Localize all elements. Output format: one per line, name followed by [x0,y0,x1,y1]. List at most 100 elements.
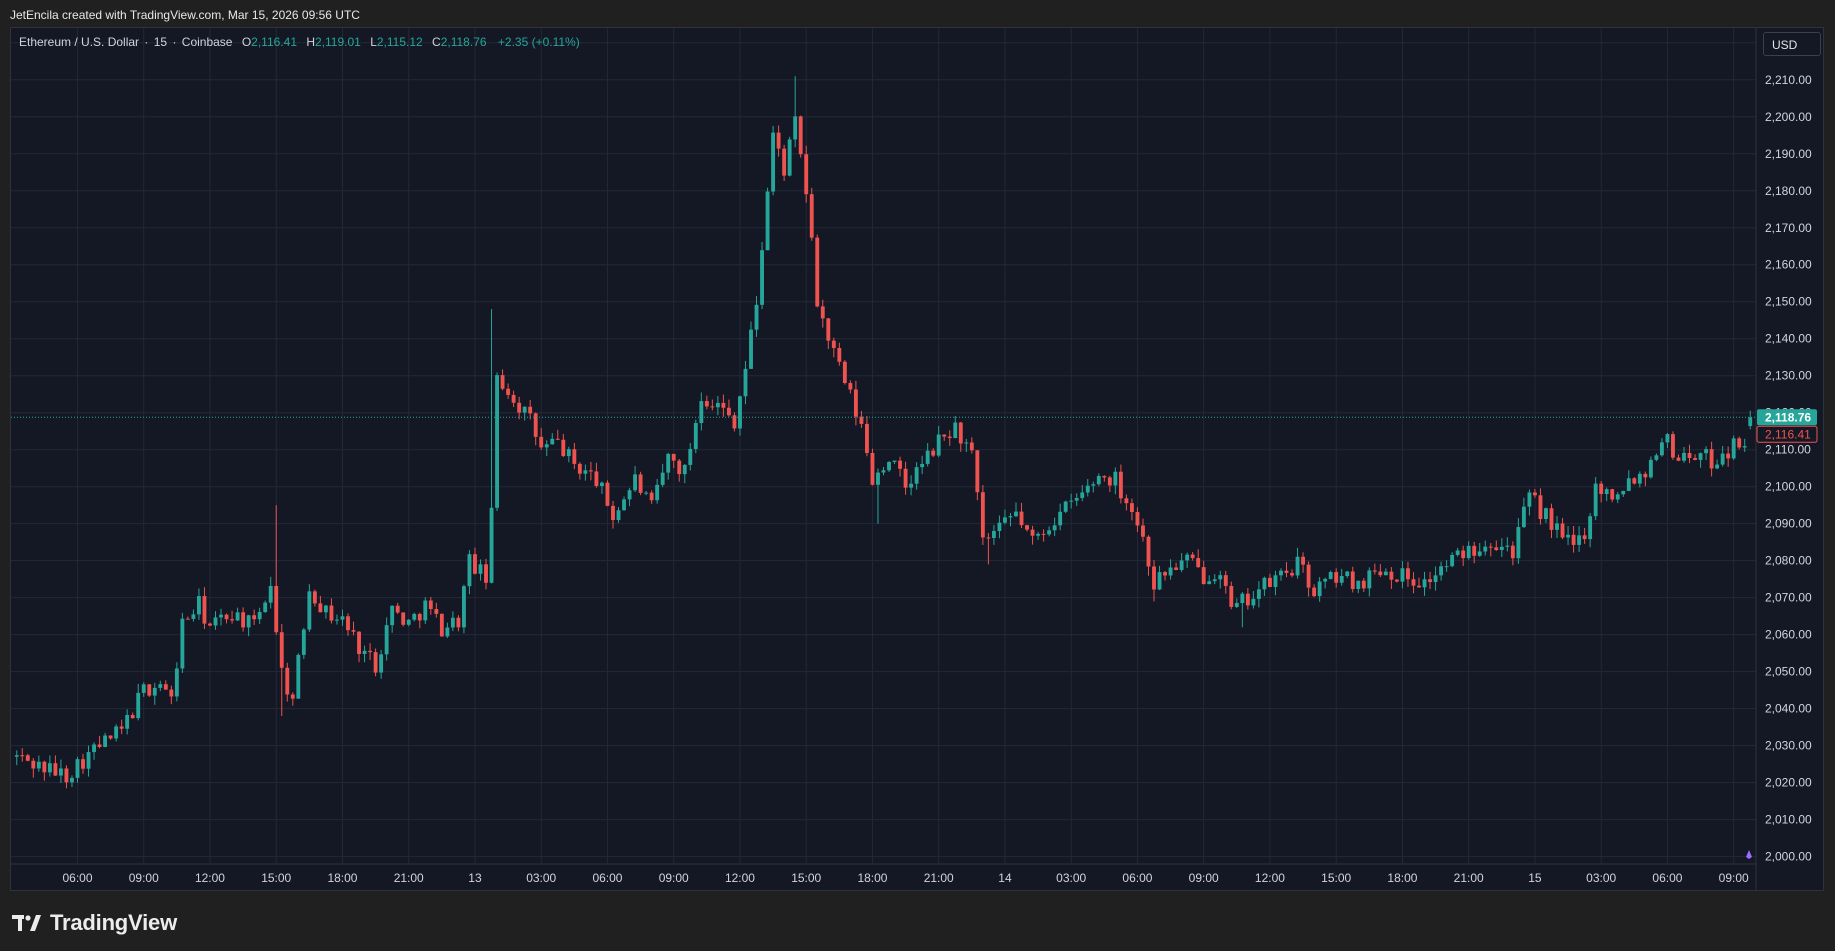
candle-body [1207,581,1212,585]
candle-body [1637,473,1642,484]
candle-body [1665,434,1670,443]
candle-body [197,596,201,615]
candle-body [947,436,952,439]
candle-body [1058,511,1063,526]
currency-button[interactable]: USD [1763,32,1821,56]
candle-body [633,474,638,491]
candle-body [649,492,654,501]
candle-body [461,586,466,628]
candle-body [644,492,649,494]
candle-body [428,600,433,609]
candle-body [1538,495,1543,519]
tradingview-logo[interactable]: TradingView [12,908,177,938]
candle-body [1234,603,1239,607]
last-price-tag [1757,409,1817,426]
candle-body [572,449,577,464]
candle-body [859,416,864,424]
candle-body [1063,501,1068,512]
y-axis-tick-label: 2,180.00 [1765,184,1812,198]
candle-body [804,154,809,195]
candle-body [1571,534,1576,545]
candle-body [958,422,963,444]
candle-body [1582,535,1587,540]
y-axis-tick-label: 2,000.00 [1765,850,1812,864]
legend-open-value: 2,116.41 [251,35,297,49]
legend-change: +2.35 (+0.11%) [497,35,580,49]
candle-body [473,554,477,574]
candle-body [544,444,549,448]
candle-body [1626,478,1631,491]
candle-body [1748,417,1753,426]
legend-interval[interactable]: 15 [153,35,168,49]
candle-body [390,605,395,626]
candle-body [1533,492,1537,496]
candle-body [710,406,715,408]
legend-symbol[interactable]: Ethereum / U.S. Dollar [19,35,140,49]
candle-body [1544,508,1548,519]
candle-body [1245,593,1250,606]
candle-body [605,482,610,506]
x-axis-tick-label: 21:00 [394,871,424,885]
candle-body [268,585,273,603]
candle-body [301,629,306,655]
candle-body [1113,471,1118,486]
chart-caption: JetEncila created with TradingView.com, … [10,8,360,22]
y-axis-tick-label: 2,130.00 [1765,369,1812,383]
candle-body [1455,550,1460,555]
candle-body [1350,571,1355,589]
candle-body [942,434,947,437]
open-price-label: 2,116.41 [1765,427,1811,441]
candle-body [754,304,759,330]
candle-body [853,389,858,417]
candle-body [141,684,146,693]
x-axis-tick-label: 09:00 [129,871,159,885]
candle-body [881,470,886,473]
candle-body [997,522,1002,531]
candle-body [368,650,373,653]
y-axis-tick-label: 2,170.00 [1765,221,1812,235]
candle-body [588,470,593,472]
candlestick-chart[interactable]: 2,000.00 2,010.00 2,020.00 2,030.00 2,040.00… [11,28,1823,890]
y-axis-tick-label: 2,150.00 [1765,295,1812,309]
candle-body [566,449,571,457]
candle-body [318,603,323,613]
candle-body [1256,589,1261,599]
candle-body [738,396,742,429]
candle-body [1505,545,1510,547]
candle-body [594,471,599,486]
candle-body [395,605,400,613]
candle-body [611,505,615,520]
candle-body [1003,517,1007,523]
chart-area[interactable]: 2,000.00 2,010.00 2,020.00 2,030.00 2,040.00… [10,27,1824,891]
candle-body [975,450,980,493]
candle-body [335,619,339,621]
sparkle-icon [1746,850,1752,859]
candle-body [1102,475,1107,478]
candle-body [1129,503,1134,513]
candle-body [787,139,792,176]
candle-body [185,618,190,620]
candle-body [1428,579,1432,583]
candle-body [1085,485,1090,493]
candle-body [130,714,135,719]
y-axis-tick-label: 2,140.00 [1765,332,1812,346]
candle-body [1632,478,1637,484]
candle-body [484,564,488,583]
candle-body [1389,571,1394,580]
candle-body [1295,556,1300,576]
candle-body [296,654,301,699]
candle-body [920,463,925,468]
x-axis-tick-label: 06:00 [1122,871,1152,885]
candle-body [1615,494,1620,500]
candle-body [677,460,682,475]
candle-body [1146,536,1151,567]
candle-body [1555,523,1559,530]
candle-body [152,687,157,696]
candle-body [1312,587,1317,597]
candle-body [158,684,163,688]
candle-body [980,492,985,538]
candle-body [1030,529,1035,536]
candle-body [1273,575,1278,587]
candle-body [1676,457,1681,461]
candle-body [1036,533,1041,536]
